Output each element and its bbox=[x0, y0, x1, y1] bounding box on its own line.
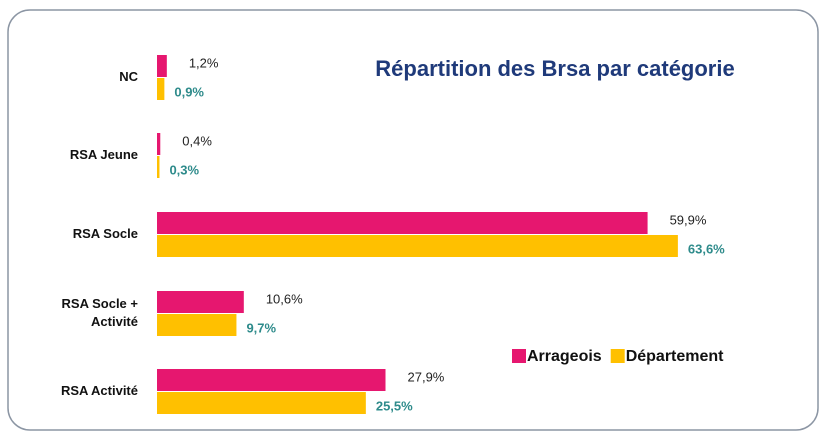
value-label: 0,9% bbox=[174, 84, 204, 99]
bar bbox=[157, 156, 160, 178]
value-label: 9,7% bbox=[246, 320, 276, 335]
legend-swatch bbox=[610, 349, 625, 363]
value-label: 25,5% bbox=[376, 398, 413, 413]
bar bbox=[157, 291, 244, 313]
bar bbox=[157, 212, 648, 234]
legend-label: Département bbox=[626, 348, 724, 365]
bar bbox=[157, 314, 237, 336]
value-label: 10,6% bbox=[266, 291, 303, 306]
bar bbox=[157, 392, 366, 414]
value-label: 27,9% bbox=[408, 369, 445, 384]
category-label: RSA Socle bbox=[72, 226, 138, 241]
bar bbox=[157, 235, 678, 257]
category-label: RSA Activité bbox=[60, 383, 138, 398]
value-label: 0,4% bbox=[182, 133, 212, 148]
bar bbox=[157, 133, 161, 155]
bar bbox=[157, 78, 165, 100]
chart-title: Répartition des Brsa par catégorie bbox=[375, 56, 734, 81]
bar bbox=[157, 55, 167, 77]
value-label: 0,3% bbox=[169, 162, 199, 177]
category-label: RSA Socle + Activité bbox=[61, 296, 138, 329]
category-label: NC bbox=[119, 69, 138, 84]
bar bbox=[157, 369, 386, 391]
legend-label: Arrageois bbox=[527, 348, 602, 365]
value-label: 1,2% bbox=[189, 55, 219, 70]
legend-swatch bbox=[512, 349, 526, 363]
value-label: 63,6% bbox=[688, 241, 725, 256]
value-label: 59,9% bbox=[670, 212, 707, 227]
category-label: RSA Jeune bbox=[69, 147, 138, 162]
